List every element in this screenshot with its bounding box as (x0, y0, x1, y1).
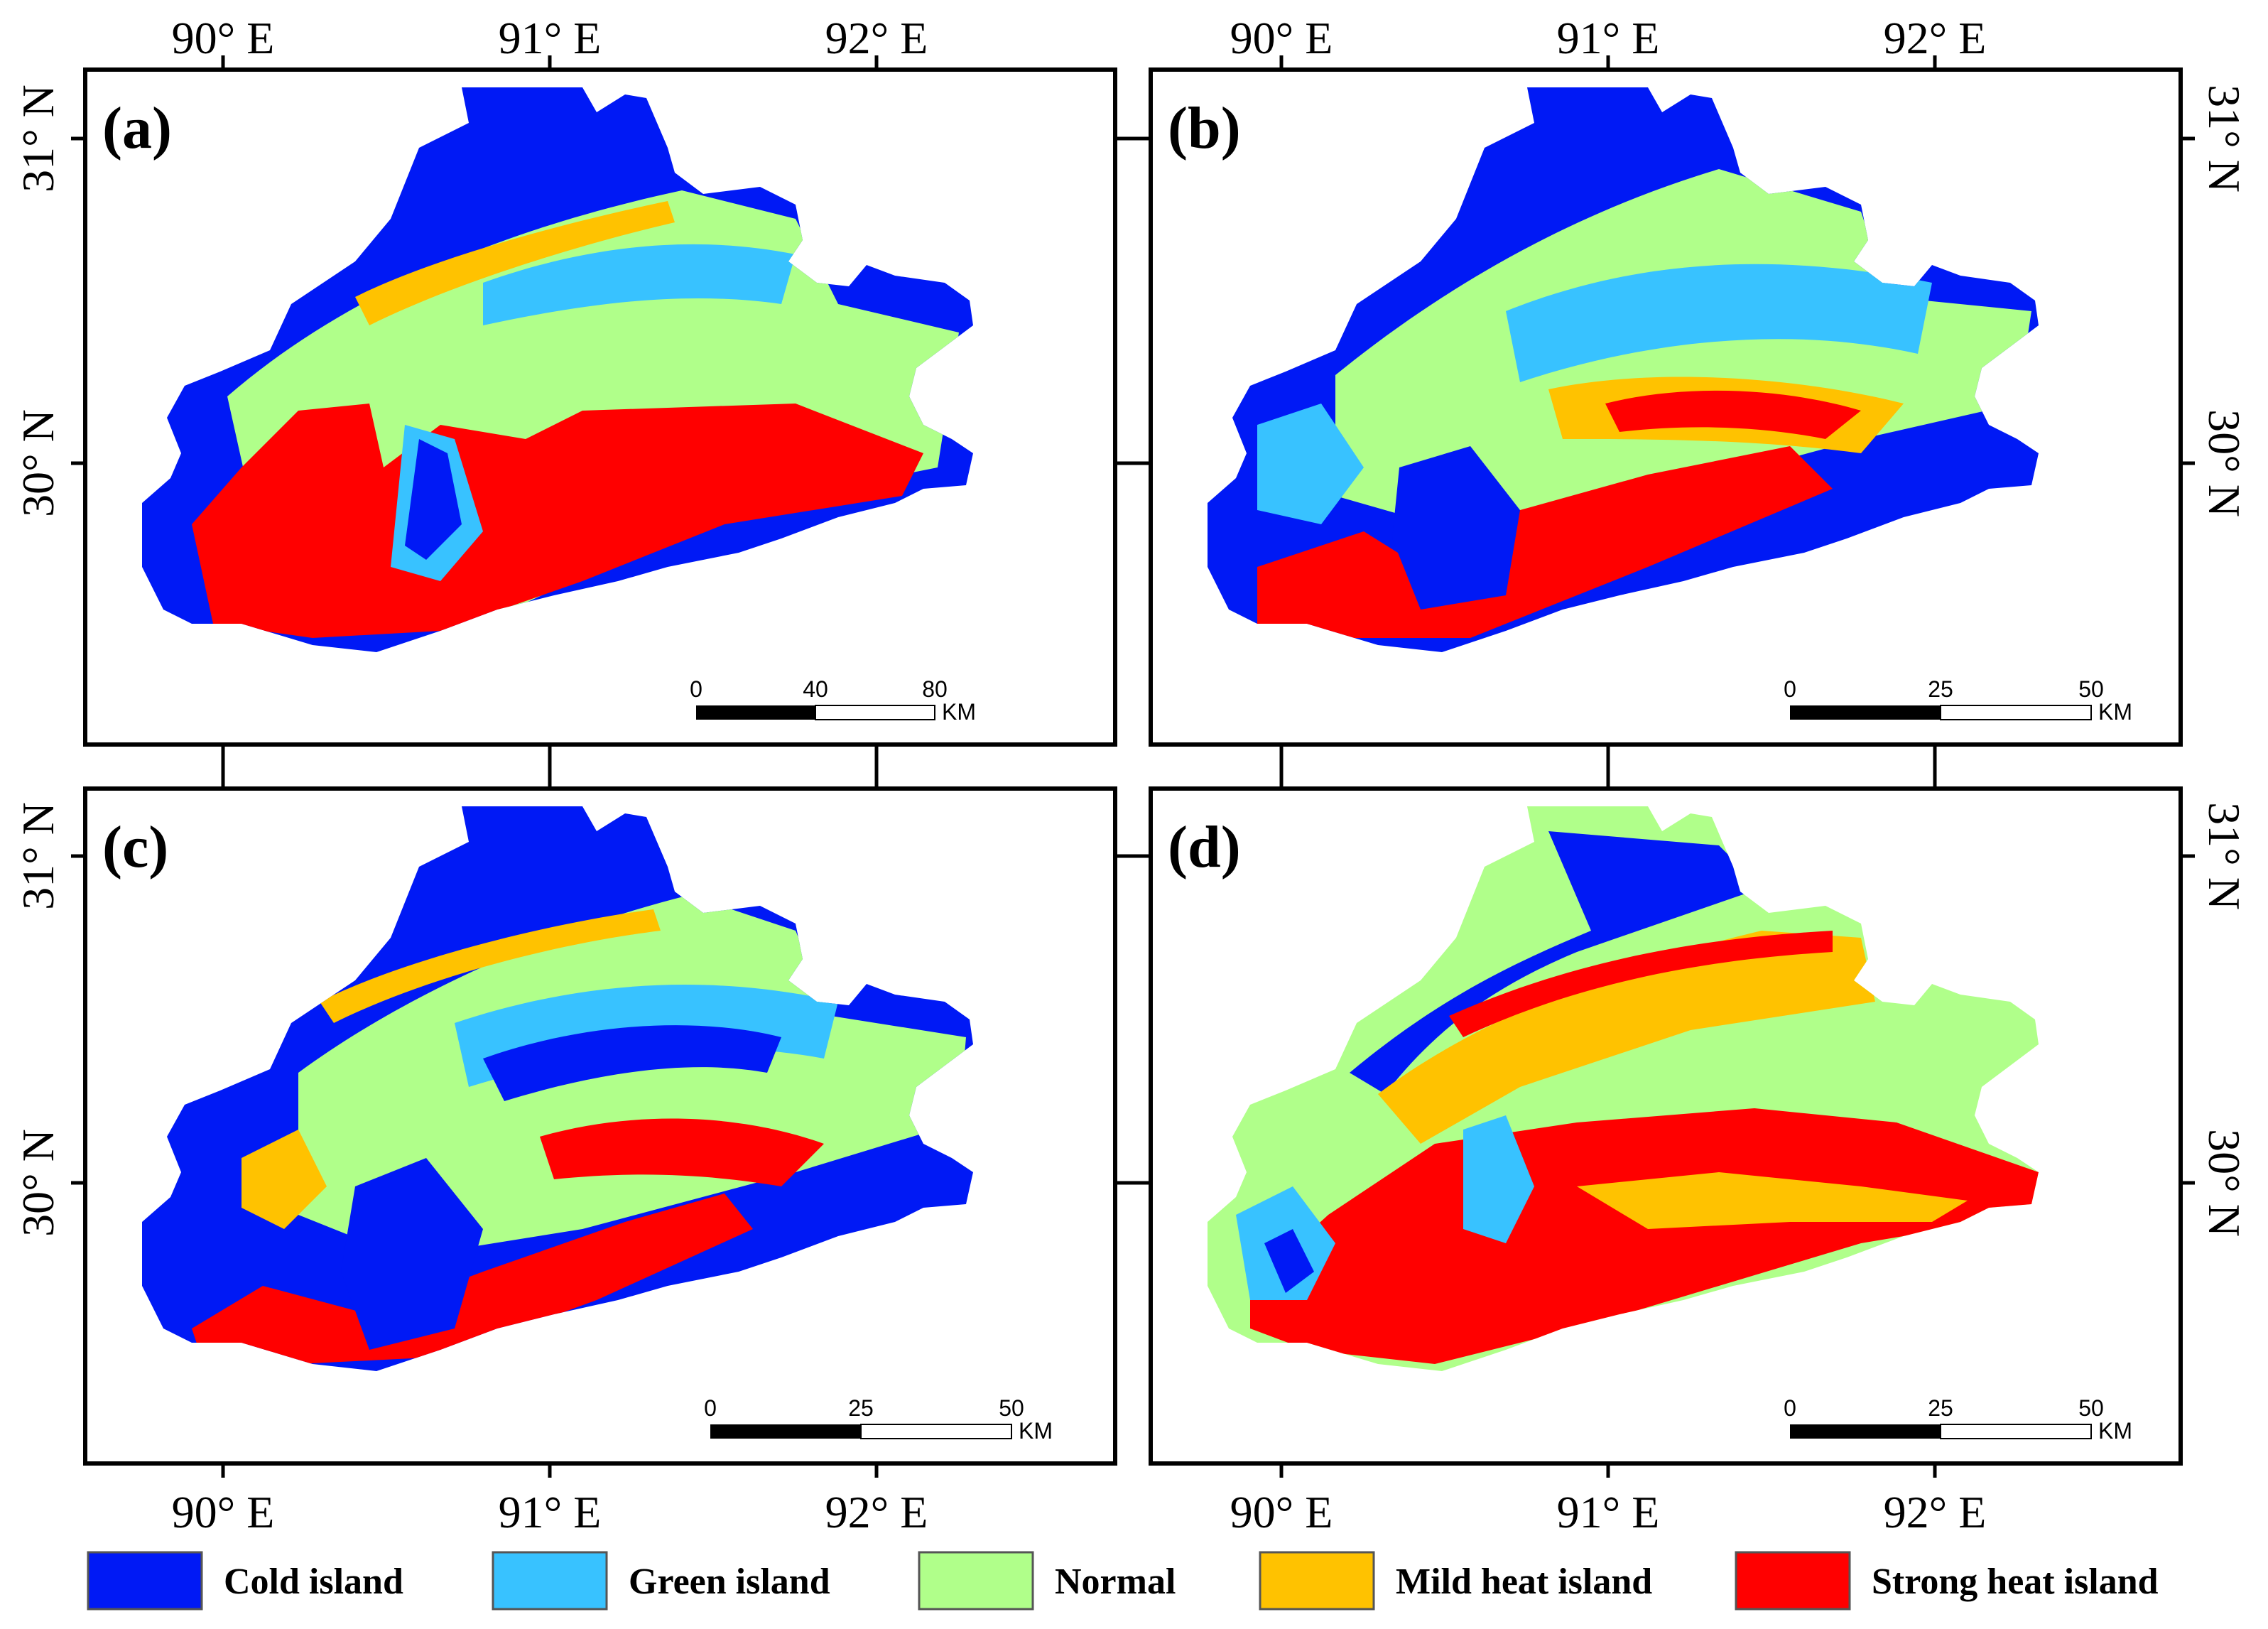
map-panel-c: (c) 0 25 50 KM (83, 786, 1117, 1466)
scale-tick: 0 (690, 676, 702, 702)
lon-label: 92° E (825, 13, 928, 63)
scale-tick: 0 (1784, 1395, 1796, 1421)
lat-label: 31° N (13, 802, 63, 910)
lon-label: 91° E (499, 1487, 602, 1537)
legend-label-cold: Cold island (224, 1562, 403, 1602)
legend-label-normal: Normal (1055, 1562, 1176, 1602)
scale-bar: 0 40 80 KM (690, 676, 976, 725)
scale-tick: 25 (1928, 1395, 1953, 1421)
scale-unit: KM (2098, 1418, 2132, 1444)
panel-label: (d) (1168, 814, 1241, 880)
lat-label: 30° N (13, 1129, 63, 1237)
lon-label: 91° E (1557, 1487, 1660, 1537)
scale-unit: KM (942, 699, 976, 725)
legend-swatch-strong (1735, 1551, 1851, 1611)
scale-tick: 40 (803, 676, 828, 702)
lat-label: 31° N (2199, 85, 2250, 193)
panel-label: (b) (1168, 95, 1241, 161)
scale-tick: 25 (848, 1395, 874, 1421)
lon-label: 92° E (825, 1487, 928, 1537)
scale-tick: 50 (2078, 676, 2104, 702)
lon-label: 90° E (172, 1487, 275, 1537)
map-region (142, 87, 973, 652)
scale-bar: 0 25 50 KM (704, 1395, 1053, 1444)
graticule-ticks (71, 55, 2195, 1478)
scale-unit: KM (2098, 699, 2132, 725)
map-region (142, 806, 973, 1371)
lat-label: 30° N (2199, 409, 2250, 517)
scale-unit: KM (1019, 1418, 1053, 1444)
lat-label: 31° N (2199, 802, 2250, 910)
map-panel-a: (a) 0 40 80 KM (83, 67, 1117, 747)
panel-frame (83, 67, 1117, 747)
lon-label: 91° E (499, 13, 602, 63)
scale-tick: 50 (2078, 1395, 2104, 1421)
map-region (1208, 806, 2039, 1371)
scale-tick: 0 (704, 1395, 717, 1421)
legend: Cold island Green island Normal Mild hea… (87, 1551, 2159, 1611)
panel-frame (1149, 786, 2183, 1466)
legend-swatch-green (492, 1551, 608, 1611)
lon-label: 90° E (1230, 13, 1333, 63)
panel-frame (1149, 67, 2183, 747)
legend-swatch-normal (918, 1551, 1034, 1611)
lat-label: 30° N (2199, 1129, 2250, 1237)
lat-label: 30° N (13, 409, 63, 517)
scale-bar: 0 25 50 KM (1784, 1395, 2132, 1444)
map-panel-b: (b) 0 25 50 KM (1149, 67, 2183, 747)
lon-label: 90° E (1230, 1487, 1333, 1537)
lon-label: 90° E (172, 13, 275, 63)
scale-tick: 50 (999, 1395, 1024, 1421)
lon-label: 92° E (1884, 1487, 1987, 1537)
legend-swatch-mild (1259, 1551, 1375, 1611)
scale-bar: 0 25 50 KM (1784, 676, 2132, 725)
scale-tick: 80 (922, 676, 948, 702)
lat-label: 31° N (13, 85, 63, 193)
panel-label: (c) (102, 814, 168, 880)
lon-label: 91° E (1557, 13, 1660, 63)
legend-label-strong: Strong heat island (1872, 1562, 2159, 1602)
panel-label: (a) (102, 95, 172, 161)
map-region (1208, 87, 2039, 652)
lon-label: 92° E (1884, 13, 1987, 63)
scale-tick: 25 (1928, 676, 1953, 702)
legend-label-green: Green island (629, 1562, 830, 1602)
legend-label-mild: Mild heat island (1396, 1562, 1652, 1602)
map-panel-d: (d) 0 25 50 KM (1149, 786, 2183, 1466)
legend-swatch-cold (87, 1551, 203, 1611)
scale-tick: 0 (1784, 676, 1796, 702)
panel-frame (83, 786, 1117, 1466)
